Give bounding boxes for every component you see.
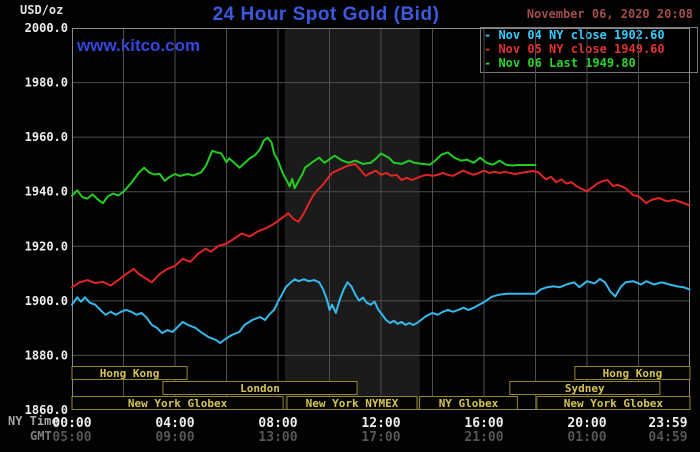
session-label: Hong Kong bbox=[603, 367, 663, 380]
session-label: New York Globex bbox=[564, 397, 664, 410]
session-box bbox=[286, 396, 418, 410]
x-tick-label-ny: 16:00 bbox=[464, 416, 503, 431]
session-label: New York Globex bbox=[128, 397, 228, 410]
session-label: NY Globex bbox=[439, 397, 499, 410]
session-box bbox=[71, 396, 284, 410]
plot-border bbox=[72, 28, 690, 410]
y-tick-label: 1880.0 bbox=[25, 348, 68, 362]
series-line-nov06 bbox=[71, 136, 537, 205]
legend-row: - Nov 04 NY close 1902.60 bbox=[484, 28, 665, 42]
session-box bbox=[574, 366, 691, 380]
x-tick-label-gmt: 05:00 bbox=[52, 430, 91, 445]
nymex-session-shade bbox=[285, 28, 420, 410]
x-tick-label-gmt: 04:59 bbox=[648, 430, 687, 445]
page-title: 24 Hour Spot Gold (Bid) bbox=[212, 4, 440, 25]
x-tick-label-ny: 12:00 bbox=[361, 416, 400, 431]
session-label: New York NYMEX bbox=[306, 397, 399, 410]
legend-row: - Nov 05 NY close 1949.60 bbox=[484, 42, 665, 56]
series-line-nov04 bbox=[71, 278, 691, 345]
legend-box: - Nov 04 NY close 1902.60 - Nov 05 NY cl… bbox=[480, 27, 698, 73]
y-tick-label: 1900.0 bbox=[25, 294, 68, 308]
legend-row: - Nov 06 Last 1949.80 bbox=[484, 56, 636, 70]
y-axis-unit-label: USD/oz bbox=[20, 3, 64, 17]
x-tick-label-ny: 20:00 bbox=[567, 416, 606, 431]
session-box bbox=[419, 396, 518, 410]
session-box bbox=[71, 366, 188, 380]
session-box bbox=[509, 381, 661, 395]
series-line-nov05 bbox=[71, 162, 691, 289]
session-label: London bbox=[240, 382, 280, 395]
kitco-watermark: www.kitco.com bbox=[77, 36, 201, 55]
session-label: Hong Kong bbox=[100, 367, 160, 380]
y-tick-label: 1980.0 bbox=[25, 76, 68, 90]
y-tick-label: 1920.0 bbox=[25, 239, 68, 253]
ny-time-axis-label: NY Time bbox=[8, 414, 59, 428]
x-tick-label-gmt: 01:00 bbox=[567, 430, 606, 445]
session-label: Sydney bbox=[565, 382, 605, 395]
x-tick-label-gmt: 09:00 bbox=[155, 430, 194, 445]
y-tick-label: 1960.0 bbox=[25, 130, 68, 144]
chart-datetime: November 06, 2020 20:08 bbox=[526, 7, 693, 21]
y-tick-label: 1940.0 bbox=[25, 185, 68, 199]
session-box bbox=[162, 381, 358, 395]
x-tick-label-gmt: 13:00 bbox=[258, 430, 297, 445]
session-box bbox=[536, 396, 691, 410]
x-tick-label-ny: 08:00 bbox=[258, 416, 297, 431]
x-tick-label-gmt: 17:00 bbox=[361, 430, 400, 445]
x-tick-label-ny: 04:00 bbox=[155, 416, 194, 431]
gmt-axis-label: GMT bbox=[30, 429, 52, 443]
x-tick-label-ny: 23:59 bbox=[648, 416, 687, 431]
x-tick-label-gmt: 21:00 bbox=[464, 430, 503, 445]
